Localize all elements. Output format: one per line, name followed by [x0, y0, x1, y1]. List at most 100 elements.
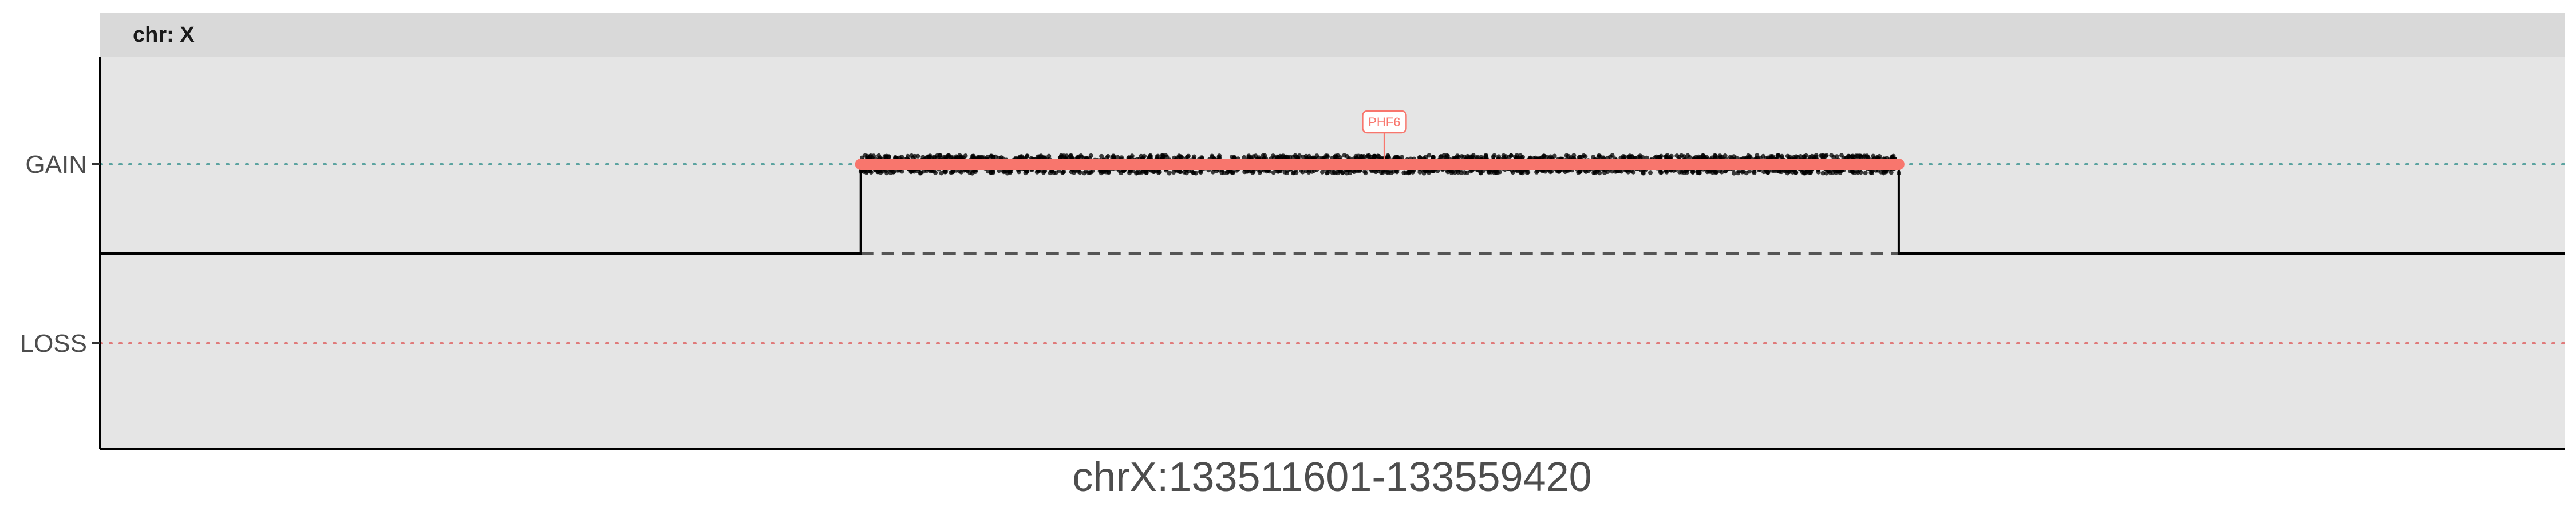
data-point — [1501, 153, 1506, 158]
data-point — [1320, 169, 1325, 175]
gene-annotation: PHF6 — [1362, 110, 1407, 164]
data-point — [1144, 171, 1149, 175]
data-point — [1230, 169, 1235, 175]
data-point — [1099, 171, 1104, 176]
data-point — [1291, 171, 1295, 176]
data-point — [1814, 154, 1819, 160]
data-point — [1510, 170, 1515, 175]
data-point — [1818, 153, 1823, 159]
data-point — [1194, 171, 1199, 176]
data-point — [1119, 170, 1124, 175]
data-point — [1365, 153, 1370, 159]
data-point — [1456, 154, 1461, 159]
data-point — [970, 171, 975, 176]
data-point — [1552, 153, 1557, 159]
data-point — [1571, 153, 1577, 158]
data-point — [1099, 153, 1104, 159]
data-point — [1747, 154, 1752, 159]
data-point — [1464, 170, 1469, 175]
data-point — [1025, 169, 1030, 174]
data-point — [918, 170, 923, 175]
data-point — [1253, 153, 1258, 159]
data-point — [1391, 169, 1396, 174]
data-point — [1640, 154, 1645, 160]
data-point — [1061, 169, 1066, 174]
data-point — [875, 169, 880, 175]
data-point — [1250, 170, 1255, 175]
data-point — [1850, 153, 1855, 159]
data-point — [1185, 154, 1190, 159]
data-point — [1210, 153, 1215, 159]
data-point — [1161, 154, 1166, 159]
data-point — [1877, 153, 1882, 159]
data-point — [912, 169, 916, 174]
data-point — [1470, 154, 1475, 159]
data-point — [1858, 154, 1863, 160]
data-point — [1871, 153, 1876, 159]
data-point — [1677, 169, 1682, 175]
data-point — [950, 169, 955, 175]
data-point — [1371, 153, 1376, 159]
data-point — [1406, 170, 1412, 175]
data-point — [1167, 171, 1172, 176]
data-point — [884, 171, 890, 176]
data-point — [1393, 154, 1398, 160]
data-point — [1776, 153, 1781, 158]
ytick-label-gain: GAIN — [25, 150, 87, 179]
data-point — [1597, 153, 1602, 158]
guide-lines — [99, 163, 2566, 344]
data-point — [1198, 169, 1203, 174]
data-point — [1417, 169, 1423, 175]
data-point — [1115, 154, 1120, 160]
data-point — [1581, 153, 1586, 158]
data-point — [1713, 153, 1718, 159]
data-point — [1348, 171, 1353, 175]
data-point — [1475, 154, 1480, 160]
data-point — [1804, 153, 1809, 158]
data-point — [1862, 153, 1867, 159]
data-point — [1868, 170, 1874, 175]
data-point — [1685, 153, 1690, 158]
data-point — [888, 171, 894, 176]
x-axis-label: chrX:133511601-133559420 — [1072, 454, 1591, 500]
data-point — [1540, 154, 1545, 160]
data-point — [1427, 153, 1432, 158]
data-point — [1151, 169, 1156, 174]
data-point — [1257, 170, 1262, 175]
data-point — [1282, 169, 1287, 175]
data-point — [1829, 153, 1834, 158]
data-point — [1564, 153, 1569, 158]
data-point — [1069, 153, 1074, 158]
data-point — [1267, 169, 1272, 174]
data-point — [1682, 154, 1687, 159]
data-point — [1648, 170, 1653, 175]
data-point — [1736, 169, 1741, 174]
data-point — [942, 169, 947, 174]
data-point — [946, 153, 951, 158]
data-point — [1034, 169, 1040, 175]
data-point — [1210, 169, 1215, 175]
gene-label: PHF6 — [1368, 115, 1400, 129]
data-point — [935, 153, 940, 158]
data-point — [924, 154, 930, 160]
data-point — [1507, 154, 1512, 160]
data-point — [1127, 171, 1132, 176]
data-point — [1583, 169, 1589, 174]
data-point — [1626, 154, 1631, 160]
data-point — [1156, 170, 1161, 175]
data-point — [1137, 170, 1143, 175]
data-point — [1361, 154, 1366, 159]
data-point — [1779, 169, 1784, 175]
data-point — [1478, 170, 1483, 175]
data-point — [1171, 170, 1176, 175]
data-point — [1483, 153, 1488, 158]
data-point — [1690, 169, 1696, 175]
data-point — [959, 169, 964, 175]
data-point — [1519, 169, 1523, 175]
data-point — [1752, 170, 1757, 175]
data-point — [1271, 170, 1276, 175]
data-point — [993, 154, 998, 159]
data-point — [1307, 153, 1311, 159]
data-point — [1400, 154, 1404, 160]
